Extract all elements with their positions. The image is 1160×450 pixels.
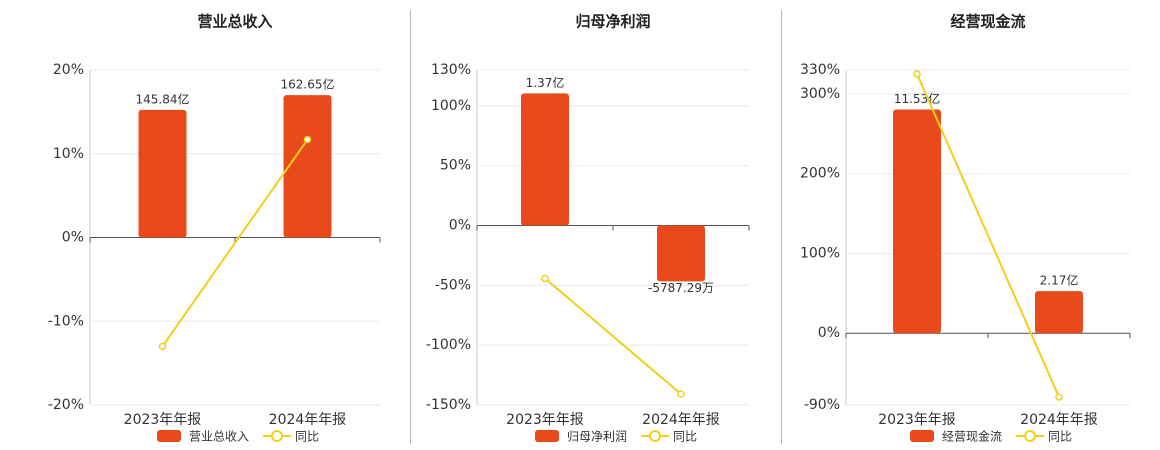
legend-swatch: [649, 430, 662, 442]
y-tick-label: 50%: [440, 158, 471, 174]
y-tick-label: 100%: [800, 245, 840, 261]
line-point: [913, 70, 921, 78]
line-point: [303, 135, 312, 144]
x-tick-label: 2023年年报: [124, 412, 202, 428]
bar-value-label: -5787.29万: [648, 281, 714, 295]
x-tick-label: 2024年年报: [269, 412, 347, 428]
line: [161, 138, 309, 347]
chart-title: 经营现金流: [950, 13, 1025, 31]
y-tick-label: 20%: [53, 62, 84, 78]
x-tick-label: 2024年年报: [642, 412, 720, 428]
bar: [521, 93, 569, 226]
legend-label: 经营现金流: [942, 429, 1002, 444]
legend-label: 同比: [673, 430, 697, 444]
bar: [1035, 291, 1083, 334]
line-point: [158, 342, 167, 351]
y-tick-label: 0%: [818, 325, 840, 341]
y-tick-label: -150%: [426, 397, 471, 413]
legend-label: 归母净利润: [567, 430, 627, 444]
legend-swatch: [910, 430, 934, 442]
bar-value-label: 1.37亿: [526, 75, 565, 90]
x-tick-label: 2024年年报: [1020, 412, 1098, 428]
bar: [138, 109, 187, 238]
bar: [283, 95, 332, 238]
y-tick-label: 10%: [53, 146, 84, 162]
chart-title: 营业总收入: [197, 13, 272, 31]
y-tick-label: -10%: [48, 313, 84, 329]
x-tick-label: 2023年年报: [878, 412, 956, 428]
y-tick-label: 200%: [800, 166, 840, 182]
x-tick-label: 2023年年报: [506, 412, 584, 428]
y-tick-label: 100%: [431, 98, 471, 114]
legend-label: 同比: [1048, 430, 1072, 444]
y-tick-label: 300%: [800, 86, 840, 102]
bar-value-label: 11.53亿: [894, 91, 940, 106]
y-tick-label: 0%: [62, 230, 84, 246]
y-tick-label: -20%: [48, 397, 84, 413]
legend-swatch: [1024, 430, 1037, 442]
legend-swatch: [157, 430, 181, 442]
bar: [893, 109, 941, 334]
bar-value-label: 162.65亿: [281, 77, 335, 92]
legend-label: 同比: [295, 430, 319, 444]
y-tick-label: 330%: [800, 62, 840, 78]
y-tick-label: -50%: [435, 277, 471, 293]
y-tick-label: 0%: [449, 218, 471, 234]
line: [916, 73, 1060, 398]
bar: [657, 225, 705, 282]
y-tick-label: -100%: [426, 337, 471, 353]
y-tick-label: -90%: [804, 397, 840, 413]
bar-value-label: 2.17亿: [1040, 273, 1079, 288]
y-tick-label: 130%: [431, 62, 471, 78]
legend-swatch: [535, 430, 559, 442]
legend-label: 营业总收入: [189, 430, 249, 444]
bar-value-label: 145.84亿: [136, 91, 190, 106]
line-point: [541, 274, 549, 283]
line-point: [1055, 393, 1063, 401]
line: [544, 277, 682, 395]
line-point: [677, 390, 685, 398]
chart-title: 归母净利润: [575, 13, 650, 31]
legend-swatch: [271, 430, 284, 442]
